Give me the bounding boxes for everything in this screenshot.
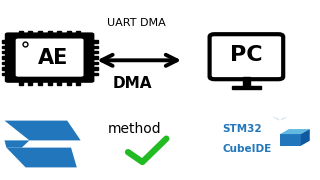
Text: method: method bbox=[108, 122, 161, 136]
Bar bbox=[91, 62, 98, 64]
Text: DMA: DMA bbox=[113, 76, 153, 91]
Bar bbox=[2, 62, 8, 64]
Text: UART DMA: UART DMA bbox=[107, 17, 165, 28]
Bar bbox=[91, 73, 98, 75]
Bar bbox=[232, 86, 261, 89]
Polygon shape bbox=[301, 129, 310, 146]
Bar bbox=[76, 31, 81, 34]
Bar bbox=[57, 31, 61, 34]
Bar bbox=[2, 51, 8, 53]
Polygon shape bbox=[280, 134, 301, 146]
Bar bbox=[47, 31, 52, 34]
FancyBboxPatch shape bbox=[210, 34, 283, 79]
Bar bbox=[28, 81, 33, 85]
Polygon shape bbox=[280, 129, 310, 134]
Bar bbox=[91, 46, 98, 48]
Polygon shape bbox=[6, 148, 77, 167]
FancyBboxPatch shape bbox=[5, 32, 94, 83]
Bar bbox=[76, 81, 81, 85]
Bar bbox=[243, 76, 250, 86]
Bar bbox=[2, 67, 8, 69]
Polygon shape bbox=[4, 121, 81, 140]
Polygon shape bbox=[272, 116, 280, 121]
Bar bbox=[67, 81, 71, 85]
Text: AE: AE bbox=[38, 48, 68, 68]
Bar bbox=[2, 46, 8, 48]
Bar bbox=[91, 40, 98, 43]
Bar bbox=[2, 73, 8, 75]
Bar bbox=[28, 31, 33, 34]
Bar bbox=[38, 31, 42, 34]
Text: STM32: STM32 bbox=[222, 124, 262, 134]
Bar bbox=[2, 40, 8, 43]
Bar bbox=[19, 31, 23, 34]
Text: PC: PC bbox=[230, 45, 263, 65]
Bar bbox=[91, 67, 98, 69]
Text: CubeIDE: CubeIDE bbox=[222, 143, 272, 154]
Bar bbox=[47, 81, 52, 85]
Polygon shape bbox=[4, 140, 29, 148]
Bar bbox=[2, 56, 8, 59]
Bar bbox=[67, 31, 71, 34]
FancyBboxPatch shape bbox=[16, 39, 84, 77]
Bar bbox=[57, 81, 61, 85]
Bar bbox=[91, 56, 98, 59]
Bar bbox=[91, 51, 98, 53]
Bar bbox=[19, 81, 23, 85]
Bar bbox=[38, 81, 42, 85]
Polygon shape bbox=[280, 116, 288, 121]
